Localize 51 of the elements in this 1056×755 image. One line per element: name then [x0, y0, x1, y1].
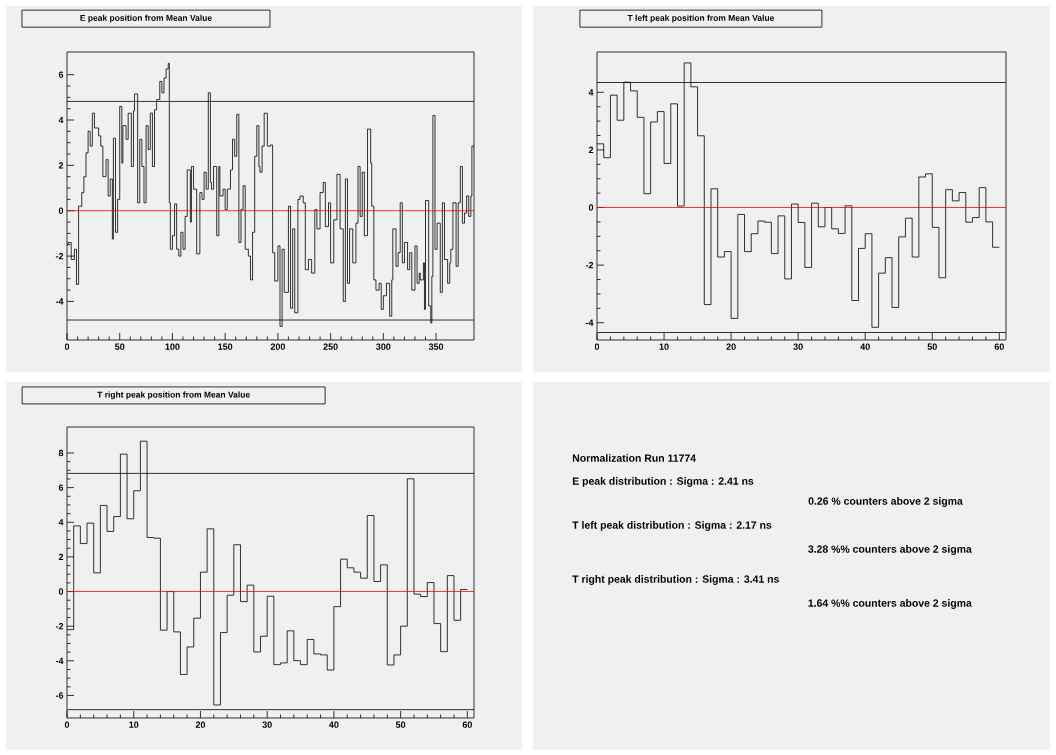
x-tick-label: 10 [129, 721, 139, 728]
y-tick-label: -2 [55, 623, 64, 630]
x-tick-label: 0 [64, 343, 70, 350]
x-tick-label: 40 [329, 721, 339, 728]
y-tick-label: 2 [588, 146, 594, 154]
y-tick-label: 6 [58, 71, 64, 78]
chart-title: E peak position from Mean Value [80, 14, 212, 23]
text: 3.28 %% counters above 2 sigma [808, 545, 972, 555]
text: E peak distribution : Sigma : 2.41 ns [572, 477, 754, 487]
x-tick-label: 40 [860, 343, 870, 350]
x-tick-label: 300 [376, 343, 391, 350]
y-tick-label: -4 [55, 657, 64, 664]
text: 1.64 %% counters above 2 sigma [808, 599, 972, 609]
text: T left peak distribution : Sigma : 2.17 ns [572, 521, 772, 531]
text: 0.26 % counters above 2 sigma [808, 497, 963, 507]
x-tick-label: 50 [927, 343, 937, 350]
x-tick-label: 30 [262, 721, 272, 728]
x-tick-label: 50 [395, 721, 406, 728]
y-tick-label: -2 [55, 252, 64, 260]
x-tick-label: 20 [195, 721, 206, 728]
x-tick-label: 350 [428, 343, 444, 350]
y-tick-label: -4 [585, 319, 594, 326]
y-tick-label: 8 [58, 449, 64, 457]
x-tick-label: 60 [994, 343, 1004, 350]
x-tick-label: 30 [793, 343, 803, 350]
y-tick-label: 4 [58, 116, 64, 124]
x-tick-label: 250 [323, 343, 338, 350]
text: T right peak distribution : Sigma : 3.41 ns [572, 575, 779, 585]
x-tick-label: 20 [726, 343, 736, 350]
x-tick-label: 0 [64, 721, 70, 728]
x-tick-label: 150 [218, 343, 233, 350]
y-tick-label: 2 [58, 162, 64, 169]
y-tick-label: 4 [588, 89, 594, 96]
y-tick-label: -2 [585, 261, 594, 269]
x-tick-label: 10 [659, 343, 669, 350]
chart-title: T right peak position from Mean Value [97, 391, 250, 400]
x-tick-label: 60 [462, 721, 472, 728]
y-tick-label: 0 [588, 204, 594, 211]
chart-title: T left peak position from Mean Value [627, 14, 775, 23]
text: Normalization Run 11774 [572, 454, 696, 462]
x-tick-label: 200 [270, 343, 286, 350]
y-tick-label: -4 [55, 298, 64, 305]
y-tick-label: -6 [55, 692, 64, 699]
x-tick-label: 0 [594, 343, 600, 350]
y-tick-label: 6 [58, 484, 64, 491]
x-tick-label: 50 [115, 343, 125, 350]
y-tick-label: 0 [58, 207, 64, 214]
x-tick-label: 100 [165, 343, 180, 350]
y-tick-label: 4 [58, 519, 64, 526]
y-tick-label: 2 [58, 553, 64, 561]
y-tick-label: 0 [58, 588, 64, 595]
